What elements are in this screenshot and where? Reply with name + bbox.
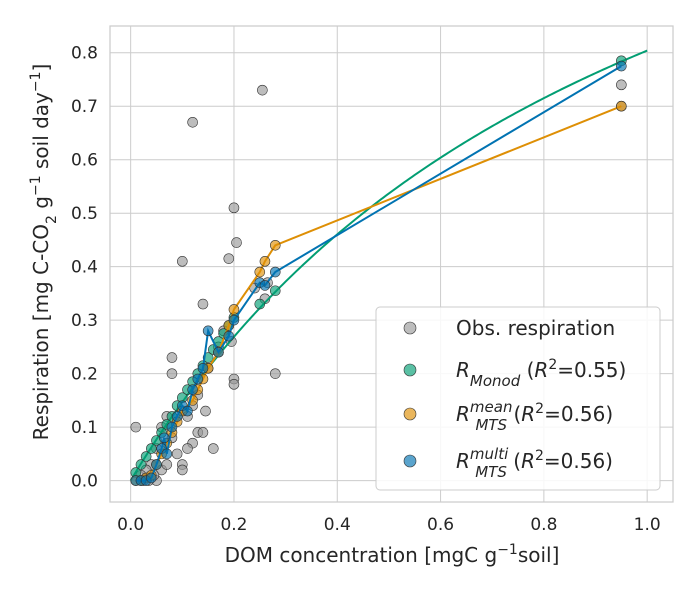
y-tick-label: 0.8 — [71, 44, 98, 64]
data-point — [146, 443, 157, 454]
legend-marker-mts-multi — [403, 454, 417, 468]
x-tick-label: 0.6 — [427, 515, 454, 535]
data-point — [257, 84, 268, 96]
data-point — [166, 421, 178, 433]
data-point — [197, 427, 209, 438]
data-point — [228, 304, 240, 315]
legend: Obs. respiration RMonod (R2=0.55) Rmean M… — [375, 306, 661, 491]
data-point — [182, 443, 193, 454]
legend-box — [375, 306, 661, 491]
legend-label-mts-multi: Rmulti MTS (R2=0.56) — [456, 445, 613, 481]
legend-label-monod: RMonod (R2=0.55) — [456, 357, 626, 390]
x-tick-labels: 0.0 0.2 0.4 0.6 0.8 1.0 — [117, 515, 661, 535]
legend-marker-mts-mean — [403, 407, 417, 421]
data-point — [269, 239, 281, 251]
data-point — [161, 448, 173, 460]
data-point — [223, 330, 235, 342]
data-point — [140, 451, 152, 462]
data-point — [135, 459, 147, 470]
y-tick-label: 0.4 — [71, 258, 98, 278]
data-point — [197, 298, 209, 310]
y-tick-label: 0.2 — [71, 365, 98, 385]
data-point — [158, 432, 170, 444]
x-tick-label: 0.2 — [220, 515, 247, 535]
x-tick-label: 0.0 — [117, 515, 144, 535]
series-layer — [129, 49, 648, 486]
data-point — [228, 202, 240, 214]
y-tick-label: 0.6 — [71, 151, 98, 171]
legend-label-obs: Obs. respiration — [456, 316, 615, 340]
legend-marker-obs — [403, 321, 417, 335]
axes-frame — [109, 25, 674, 503]
data-point — [177, 256, 188, 267]
data-point — [616, 79, 627, 91]
data-point — [177, 464, 188, 476]
data-point — [182, 405, 193, 417]
data-point — [269, 285, 281, 297]
data-point — [192, 373, 204, 385]
data-point — [166, 368, 178, 379]
x-tick-label: 1.0 — [634, 515, 661, 535]
data-point — [171, 411, 183, 422]
data-point — [254, 298, 266, 310]
legend-marker-monod — [403, 363, 417, 377]
data-point — [223, 253, 235, 264]
data-point — [259, 280, 271, 291]
data-point — [151, 459, 162, 470]
y-tick-label: 0.3 — [71, 311, 98, 331]
data-point — [197, 362, 209, 374]
legend-label-mts-mean: Rmean MTS (R2=0.56) — [456, 398, 613, 434]
y-tick-label: 0.1 — [71, 418, 98, 438]
x-tick-label: 0.8 — [530, 515, 557, 535]
data-point — [616, 60, 627, 72]
data-point — [259, 256, 271, 267]
y-tick-label: 0.7 — [71, 97, 98, 117]
data-point — [200, 405, 211, 417]
data-point — [213, 346, 224, 358]
data-point — [161, 459, 173, 470]
data-point — [187, 384, 198, 395]
data-point — [171, 448, 183, 460]
data-point — [166, 352, 178, 363]
data-point — [202, 325, 214, 337]
data-point — [130, 421, 142, 433]
y-tick-label: 0.5 — [71, 204, 98, 224]
y-tick-label: 0.0 — [71, 472, 98, 492]
data-point — [187, 116, 198, 128]
data-point — [208, 443, 219, 454]
data-point — [146, 472, 157, 484]
x-axis-label: DOM concentration [mgC g−1soil] — [225, 542, 560, 567]
series-mts-multi — [130, 60, 627, 486]
data-point — [228, 314, 240, 326]
x-tick-label: 0.4 — [324, 515, 351, 535]
data-point — [616, 100, 627, 112]
data-point — [269, 368, 281, 379]
data-point — [231, 237, 242, 248]
y-tick-labels: 0.0 0.1 0.2 0.3 0.4 0.5 0.6 0.7 0.8 — [71, 44, 98, 492]
data-point — [269, 266, 281, 278]
data-point — [254, 266, 266, 278]
data-point — [228, 379, 240, 390]
series-monod-curve — [129, 49, 648, 482]
